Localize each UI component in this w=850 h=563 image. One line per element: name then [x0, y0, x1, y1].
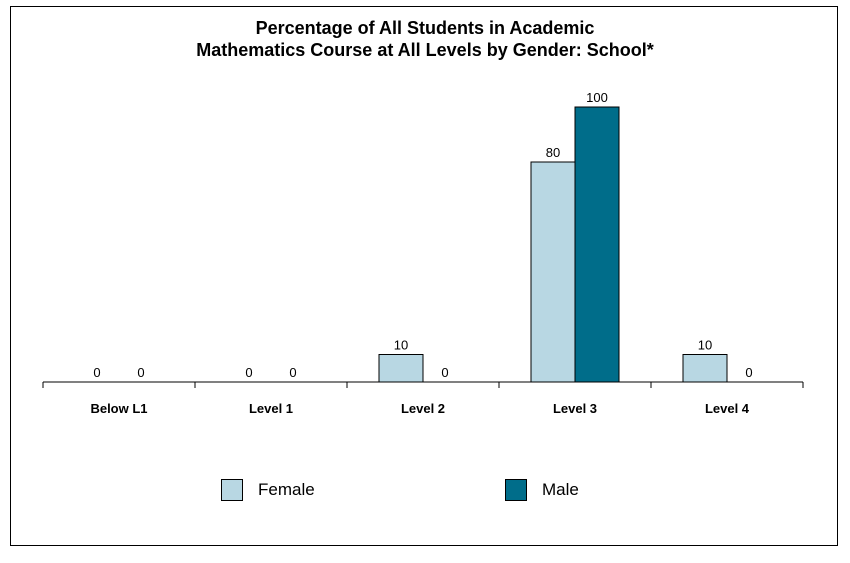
- x-tick-label-level-4: Level 4: [705, 401, 750, 416]
- data-label-male-level-3: 100: [586, 90, 608, 105]
- bar-female-level-3: [530, 161, 576, 383]
- chart-frame: Percentage of All Students in Academic M…: [10, 6, 838, 546]
- legend-item-male: Male: [505, 479, 579, 501]
- chart-title-line-2: Mathematics Course at All Levels by Gend…: [196, 40, 654, 60]
- bar-female-level-4: [682, 354, 728, 383]
- legend-item-female: Female: [221, 479, 315, 501]
- x-tick-label-below-l1: Below L1: [90, 401, 147, 416]
- data-label-female-level-3: 80: [546, 145, 560, 160]
- data-label-male-level-4: 0: [745, 365, 752, 380]
- bar-female-level-2: [378, 354, 424, 383]
- legend-label-male: Male: [542, 480, 579, 499]
- chart-title: Percentage of All Students in Academic M…: [11, 17, 839, 61]
- data-label-female-level-1: 0: [245, 365, 252, 380]
- chart-title-line-1: Percentage of All Students in Academic: [255, 18, 595, 38]
- data-label-female-below-l1: 0: [93, 365, 100, 380]
- data-label-male-level-1: 0: [289, 365, 296, 380]
- legend-label-female: Female: [258, 480, 315, 499]
- legend-swatch-male: [505, 479, 527, 501]
- x-tick-label-level-3: Level 3: [553, 401, 597, 416]
- data-label-male-below-l1: 0: [137, 365, 144, 380]
- data-label-female-level-2: 10: [394, 338, 408, 353]
- data-label-female-level-4: 10: [698, 338, 712, 353]
- data-label-male-level-2: 0: [441, 365, 448, 380]
- x-tick-label-level-1: Level 1: [249, 401, 293, 416]
- legend-swatch-female: [221, 479, 243, 501]
- bar-male-level-3: [574, 106, 620, 383]
- x-tick-label-level-2: Level 2: [401, 401, 445, 416]
